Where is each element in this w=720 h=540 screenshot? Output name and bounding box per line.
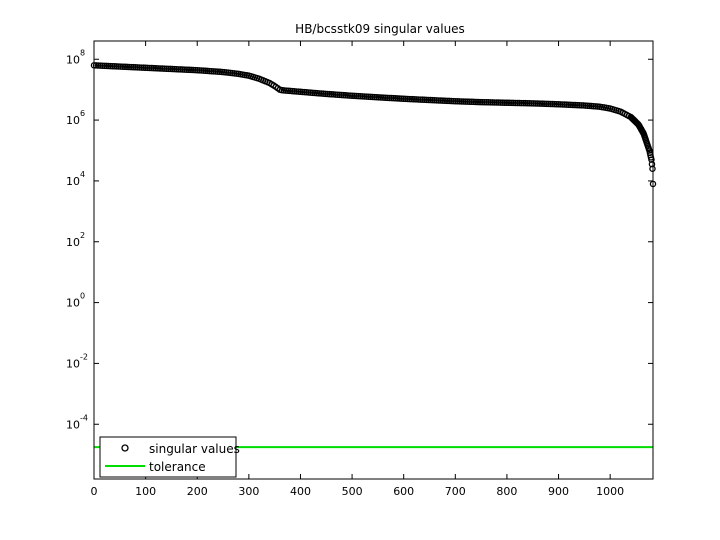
singular-value-point [514,99,521,107]
legend-marker-singular-values [121,444,129,452]
singular-value-point [452,97,459,105]
singular-value-point [516,99,523,107]
singular-value-point [478,98,486,106]
y-tick-label: 108 [66,48,85,66]
singular-value-point [549,100,556,108]
singular-value-point [466,98,474,105]
singular-value-point [487,99,494,106]
singular-value-point [493,99,500,106]
y-tick-base: 10 [66,114,80,127]
x-tick-label: 800 [496,485,517,498]
y-tick-base: 10 [66,357,80,370]
legend-label-tolerance: tolerance [149,460,206,474]
singular-value-point [456,98,463,105]
singular-value-point [540,100,548,108]
x-tick-label: 600 [393,485,414,498]
singular-value-point [551,100,558,108]
y-tick-base: 10 [66,236,80,249]
singular-value-point [497,99,504,106]
singular-value-point [468,98,476,106]
singular-value-point [476,98,484,106]
y-tick-label: 10-4 [66,413,88,431]
singular-value-point [524,99,531,107]
y-tick-base: 10 [66,297,80,310]
singular-value-point [505,99,513,107]
singular-value-point [491,99,498,106]
singular-value-point [474,98,482,106]
singular-value-point [495,99,502,106]
legend-label-singular-values: singular values [149,442,240,456]
singular-value-point [472,98,480,106]
x-axis: 0 100 200 300 400 500 600 700 800 900 1000 [91,41,624,498]
singular-value-point [518,99,525,107]
singular-value-point [542,100,550,108]
singular-value-point [460,98,467,105]
singular-value-point [649,165,656,172]
x-tick-label: 900 [548,485,569,498]
singular-value-point [532,100,540,107]
y-tick-label: 106 [66,109,85,127]
singular-value-point [520,99,527,107]
legend-box [99,436,237,478]
x-tick-label: 300 [238,485,259,498]
singular-value-point [538,100,546,107]
plot-marks [90,62,657,449]
x-tick-label: 1000 [596,485,624,498]
singular-value-point [458,98,465,105]
singular-value-point [507,99,515,107]
y-tick-exponent: 0 [80,292,85,301]
singular-value-point [522,99,529,107]
singular-value-point [528,100,535,107]
y-tick-exponent: 4 [80,170,85,179]
singular-value-point [480,98,488,106]
singular-value-point [530,100,538,107]
chart-title: HB/bcsstk09 singular values [295,22,465,36]
singular-value-point [509,99,517,107]
y-tick-base: 10 [66,53,80,66]
singular-value-point [553,100,560,108]
singular-value-point [489,99,496,106]
y-tick-label: 102 [66,231,85,249]
singular-value-point [526,100,533,107]
x-tick-label: 200 [187,485,208,498]
singular-value-point [501,99,509,106]
y-tick-exponent: 6 [80,109,85,118]
y-tick-base: 10 [66,175,80,188]
y-tick-exponent: -2 [80,352,88,361]
singular-value-point [454,98,461,105]
y-tick-exponent: 2 [80,231,85,240]
legend: singular values tolerance [99,436,240,478]
singular-value-point [462,98,469,105]
singular-value-point [547,100,554,108]
singular-value-point [536,100,544,107]
x-tick-label: 700 [445,485,466,498]
singular-value-point [483,99,490,106]
x-tick-label: 500 [342,485,363,498]
y-tick-label: 104 [66,170,85,188]
singular-value-point [544,100,552,108]
singular-value-point [470,98,478,106]
y-tick-exponent: 8 [80,48,85,57]
y-tick-label: 10-2 [66,352,88,370]
singular-value-point [503,99,511,106]
singular-value-point [464,98,471,105]
x-tick-label: 0 [91,485,98,498]
x-tick-label: 100 [135,485,156,498]
y-tick-base: 10 [66,418,80,431]
singular-value-point [485,99,492,106]
singular-value-point [499,99,507,106]
x-tick-label: 400 [290,485,311,498]
singular-value-point [511,99,519,107]
y-tick-label: 100 [66,292,85,310]
plot-frame [93,40,654,480]
singular-value-point [534,100,542,107]
y-tick-exponent: -4 [80,413,88,422]
